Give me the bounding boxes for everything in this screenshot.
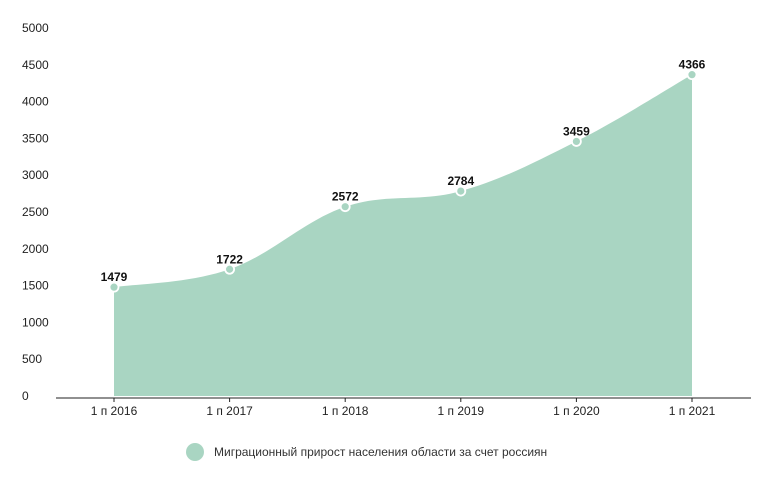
x-tick-label: 1 п 2017: [206, 404, 253, 418]
data-label: 2572: [332, 190, 359, 204]
plot-area: [114, 74, 692, 396]
data-point[interactable]: [455, 185, 467, 197]
data-point[interactable]: [339, 201, 351, 213]
data-point[interactable]: [571, 136, 582, 147]
x-axis: 1 п 2016 1 п 2017 1 п 2018 1 п 2019 1 п 2020…: [56, 397, 751, 418]
series-area: [114, 74, 692, 396]
y-tick-label: 3500: [22, 131, 49, 145]
y-tick-label: 1500: [22, 279, 49, 293]
y-tick-label: 2500: [22, 205, 49, 219]
y-axis: 0 500 1000 1500 2000 2500 3000 3500 4000 4500 5000: [22, 21, 49, 403]
y-tick-label: 4500: [22, 58, 49, 72]
legend-label: Миграционный прирост населения области з…: [214, 445, 548, 459]
data-point[interactable]: [108, 281, 120, 293]
data-label: 3459: [563, 124, 590, 138]
y-tick-label: 4000: [22, 95, 49, 109]
data-label: 2784: [447, 174, 474, 188]
y-tick-label: 500: [22, 352, 42, 366]
data-label: 4366: [679, 58, 706, 72]
data-labels: 1479 1722 2572 2784 3459 4366: [101, 58, 706, 284]
data-point[interactable]: [686, 69, 698, 81]
data-label: 1479: [101, 270, 128, 284]
data-label: 1722: [216, 252, 243, 266]
data-points: [108, 69, 698, 293]
legend[interactable]: Миграционный прирост населения области з…: [186, 442, 547, 462]
x-tick-label: 1 п 2020: [553, 404, 600, 418]
x-tick-label: 1 п 2018: [322, 404, 369, 418]
y-tick-label: 2000: [22, 242, 49, 256]
y-tick-label: 5000: [22, 21, 49, 35]
y-tick-label: 3000: [22, 168, 49, 182]
legend-swatch-icon: [186, 443, 204, 461]
y-tick-label: 0: [22, 389, 29, 403]
x-tick-label: 1 п 2019: [438, 404, 485, 418]
data-point[interactable]: [224, 263, 236, 275]
y-tick-label: 1000: [22, 315, 49, 329]
x-tick-label: 1 п 2021: [669, 404, 716, 418]
x-tick-label: 1 п 2016: [91, 404, 138, 418]
